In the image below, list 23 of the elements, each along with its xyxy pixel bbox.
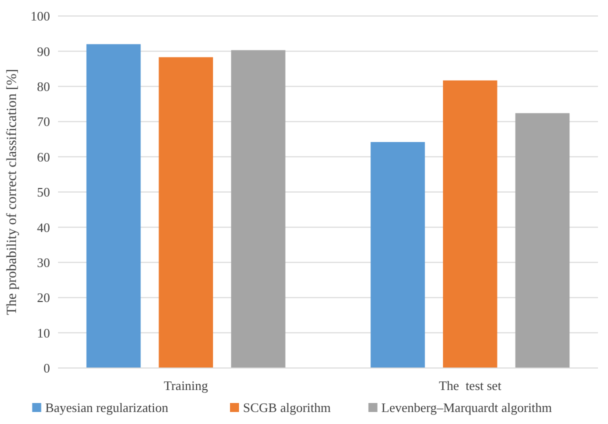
bar bbox=[231, 50, 286, 368]
bar bbox=[442, 80, 498, 368]
x-tick-label: The test set bbox=[438, 378, 502, 393]
y-axis-title: The probability of correct classification [%] bbox=[5, 68, 20, 316]
legend-label: SCGB algorithm bbox=[243, 400, 331, 415]
y-tick-label: 30 bbox=[37, 254, 50, 270]
legend-label: Bayesian regularization bbox=[45, 400, 169, 415]
y-tick-label: 40 bbox=[37, 220, 50, 235]
y-tick-label: 60 bbox=[37, 149, 50, 164]
legend-label: Levenberg–Marquardt algorithm bbox=[381, 400, 552, 415]
y-tick-label: 80 bbox=[37, 78, 50, 94]
y-tick-label: 50 bbox=[37, 184, 50, 200]
x-tick-label: Training bbox=[164, 378, 209, 393]
bar bbox=[370, 142, 425, 368]
y-tick-label: 100 bbox=[30, 8, 50, 24]
y-tick-label: 90 bbox=[37, 44, 50, 59]
y-tick-label: 70 bbox=[37, 114, 50, 130]
y-tick-label: 20 bbox=[37, 290, 50, 306]
bar bbox=[515, 113, 570, 368]
bar bbox=[86, 44, 141, 368]
bar bbox=[158, 57, 214, 368]
y-tick-label: 0 bbox=[44, 360, 50, 376]
y-tick-label: 10 bbox=[37, 325, 50, 340]
